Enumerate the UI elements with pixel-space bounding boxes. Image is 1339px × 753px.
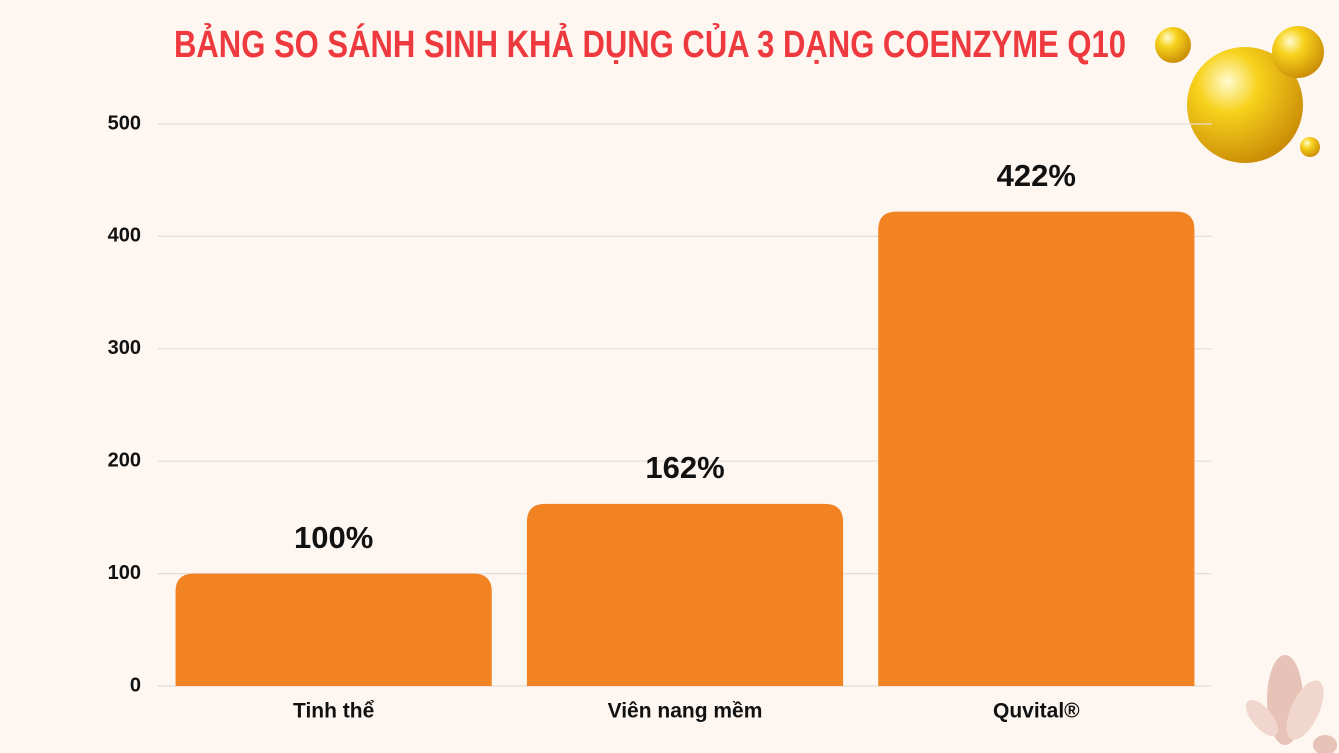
bar [526,503,844,686]
decoration [1155,26,1337,753]
x-tick-label: Viên nang mềm [608,700,763,723]
x-tick-label: Quvital® [993,700,1080,723]
y-tick-label: 500 [108,112,141,134]
chart-title: BẢNG SO SÁNH SINH KHẢ DỤNG CỦA 3 DẠNG CO… [174,22,1126,66]
value-label: 100% [294,520,373,555]
bar [175,573,492,686]
value-label: 422% [997,158,1076,193]
y-tick-label: 200 [108,449,141,471]
y-tick-label: 0 [130,674,141,696]
y-tick-label: 400 [108,225,141,247]
value-label: 162% [645,450,724,485]
y-tick-label: 300 [108,337,141,359]
x-tick-label: Tinh thể [293,700,375,723]
bar [878,211,1195,686]
y-tick-label: 100 [108,562,141,584]
